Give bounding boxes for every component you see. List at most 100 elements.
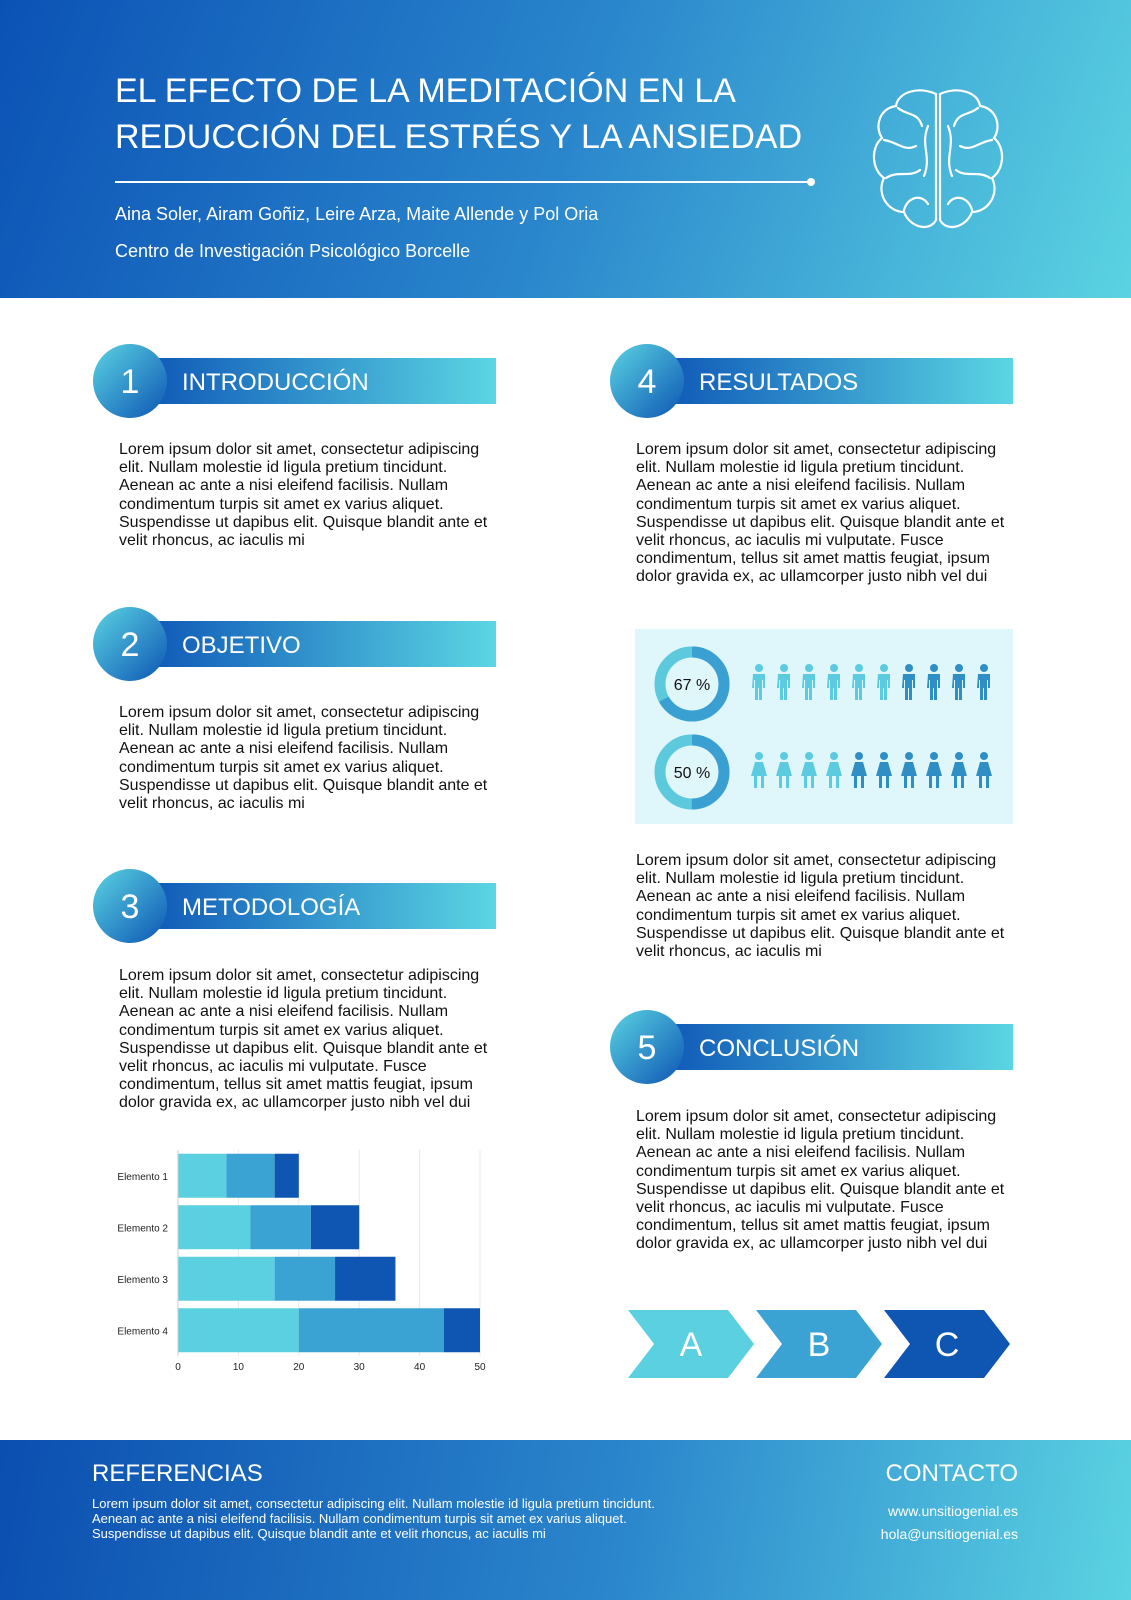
- donut-arc: [654, 646, 730, 722]
- section-title: OBJETIVO: [182, 632, 301, 659]
- bar-segment: [178, 1308, 299, 1353]
- section-header: 4 RESULTADOS: [610, 344, 1013, 418]
- person-body: [852, 674, 865, 700]
- donut-label: 50 %: [674, 765, 710, 782]
- section-body: Lorem ipsum dolor sit amet, consectetur …: [119, 704, 488, 813]
- x-tick-label: 20: [293, 1362, 305, 1373]
- y-tick-label: Elemento 3: [117, 1275, 168, 1286]
- section-circle: [93, 344, 167, 418]
- person-body: [951, 762, 967, 788]
- person-head: [930, 664, 938, 672]
- section-number: 2: [121, 626, 140, 664]
- x-tick-label: 0: [175, 1362, 181, 1373]
- step-label: C: [935, 1326, 960, 1364]
- person-head: [880, 752, 888, 760]
- section-number: 4: [638, 363, 657, 401]
- bar-segment: [274, 1256, 336, 1301]
- person-head: [755, 664, 763, 672]
- person-body: [752, 674, 765, 700]
- person-body: [851, 762, 867, 788]
- bar-segment: [178, 1205, 251, 1250]
- step-label: A: [680, 1326, 703, 1364]
- section-circle: [610, 1010, 684, 1084]
- person-head: [780, 664, 788, 672]
- section-body: Lorem ipsum dolor sit amet, consectetur …: [119, 441, 488, 550]
- section-body: Lorem ipsum dolor sit amet, consectetur …: [636, 441, 1005, 586]
- person-head: [905, 664, 913, 672]
- person-body: [751, 762, 767, 788]
- y-tick-label: Elemento 1: [117, 1172, 168, 1183]
- person-body: [826, 762, 842, 788]
- references: Lorem ipsum dolor sit amet, consectetur …: [92, 1496, 655, 1541]
- bar-chart: 0 10 20 30 40 50 Elemento 1 Elemento 2 Elemento …: [117, 1150, 486, 1373]
- bar-segment: [335, 1256, 396, 1301]
- title-line: EL EFECTO DE LA MEDITACIÓN EN LA: [115, 72, 736, 110]
- x-tick-label: 10: [233, 1362, 245, 1373]
- person-body: [827, 674, 840, 700]
- references-title: REFERENCIAS: [92, 1460, 263, 1487]
- section-number: 1: [121, 363, 140, 401]
- section-bar: [647, 358, 1013, 404]
- person-body: [801, 762, 817, 788]
- section-circle: [93, 607, 167, 681]
- person-head: [955, 664, 963, 672]
- section-number: 5: [638, 1029, 657, 1067]
- person-head: [855, 664, 863, 672]
- person-head: [830, 664, 838, 672]
- person-body: [876, 762, 892, 788]
- person-head: [780, 752, 788, 760]
- people-row: [751, 752, 992, 788]
- section-title: INTRODUCCIÓN: [182, 369, 369, 396]
- section-title: CONCLUSIÓN: [699, 1035, 859, 1062]
- person-body: [902, 674, 915, 700]
- person-body: [952, 674, 965, 700]
- bar-segment: [178, 1256, 275, 1301]
- x-tick-label: 40: [414, 1362, 426, 1373]
- person-head: [805, 664, 813, 672]
- person-head: [855, 752, 863, 760]
- chevron: [884, 1310, 1010, 1378]
- section-header: 3 METODOLOGÍA: [93, 869, 496, 943]
- person-body: [927, 674, 940, 700]
- donut-label: 67 %: [674, 677, 710, 694]
- email: hola@unsitiogenial.es: [880, 1526, 1018, 1542]
- person-head: [955, 752, 963, 760]
- institution: Centro de Investigación Psicológico Borc…: [115, 241, 471, 261]
- person-body: [802, 674, 815, 700]
- section-bar: [130, 358, 496, 404]
- section-header: 1 INTRODUCCIÓN: [93, 344, 496, 418]
- section-header: 2 OBJETIVO: [93, 607, 496, 681]
- section-body: Lorem ipsum dolor sit amet, consectetur …: [636, 852, 1005, 961]
- person-head: [805, 752, 813, 760]
- bar-segment: [443, 1308, 480, 1353]
- footer: REFERENCIAS Lorem ipsum dolor sit amet, …: [0, 1440, 1131, 1600]
- brain-icon: [872, 89, 1004, 229]
- person-head: [880, 664, 888, 672]
- person-body: [926, 762, 942, 788]
- person-body: [877, 674, 890, 700]
- bar-segment: [298, 1308, 444, 1353]
- step-label: B: [808, 1326, 831, 1364]
- chevron: [628, 1310, 754, 1378]
- person-head: [930, 752, 938, 760]
- person-body: [976, 762, 992, 788]
- x-tick-label: 30: [354, 1362, 366, 1373]
- section-number: 3: [121, 888, 140, 926]
- person-head: [830, 752, 838, 760]
- section-title: RESULTADOS: [699, 369, 858, 396]
- section-title: METODOLOGÍA: [182, 894, 360, 921]
- people-row: [752, 664, 990, 700]
- bar-segment: [178, 1153, 227, 1198]
- bar-segment: [274, 1153, 299, 1198]
- chevron: [756, 1310, 882, 1378]
- section-circle: [610, 344, 684, 418]
- title-line: REDUCCIÓN DEL ESTRÉS Y LA ANSIEDAD: [115, 118, 803, 156]
- person-head: [980, 752, 988, 760]
- person-body: [901, 762, 917, 788]
- header: EL EFECTO DE LA MEDITACIÓN EN LA REDUCCI…: [0, 0, 1131, 298]
- section-header: 5 CONCLUSIÓN: [610, 1010, 1013, 1084]
- person-head: [980, 664, 988, 672]
- section-body: Lorem ipsum dolor sit amet, consectetur …: [119, 967, 488, 1112]
